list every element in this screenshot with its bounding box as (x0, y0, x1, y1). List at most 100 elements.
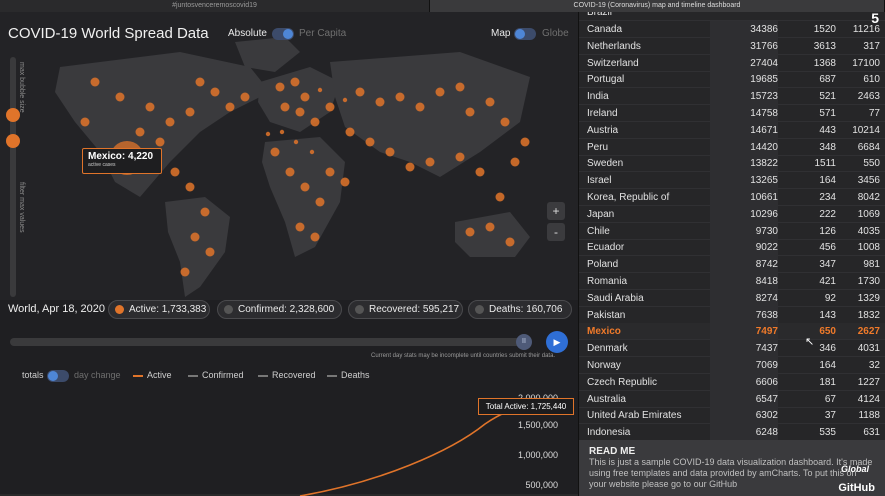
country-bubble[interactable] (293, 139, 299, 145)
country-bubble[interactable] (375, 97, 385, 107)
country-bubble[interactable] (365, 137, 375, 147)
country-bubble[interactable] (342, 97, 348, 103)
bubble-filter-slider[interactable] (10, 57, 16, 297)
table-row[interactable]: Peru 14420 348 6684 (579, 138, 885, 156)
filter-max-handle[interactable] (6, 134, 20, 148)
table-row[interactable]: Netherlands 31766 3613 317 (579, 37, 885, 55)
table-row[interactable]: Canada 34386 1520 11216 (579, 21, 885, 38)
country-bubble[interactable] (485, 97, 495, 107)
country-bubble[interactable] (495, 192, 505, 202)
country-bubble[interactable] (195, 77, 205, 87)
country-bubble[interactable] (200, 207, 210, 217)
totals-day-change-toggle[interactable] (47, 370, 69, 382)
country-bubble[interactable] (225, 102, 235, 112)
country-bubble[interactable] (165, 117, 175, 127)
country-bubble[interactable] (355, 87, 365, 97)
world-map[interactable] (0, 12, 578, 300)
country-bubble[interactable] (455, 152, 465, 162)
map-globe-toggle[interactable] (514, 28, 536, 40)
table-row[interactable]: Romania 8418 421 1730 (579, 273, 885, 290)
country-bubble[interactable] (205, 247, 215, 257)
table-row[interactable]: Austria 14671 443 10214 (579, 121, 885, 139)
country-bubble[interactable] (265, 131, 271, 137)
table-row[interactable]: Portugal 19685 687 610 (579, 71, 885, 89)
table-row[interactable]: Pakistan 7638 143 1832 (579, 306, 885, 324)
country-bubble[interactable] (485, 222, 495, 232)
table-row[interactable]: Switzerland 27404 1368 17100 (579, 54, 885, 72)
country-bubble[interactable] (500, 117, 510, 127)
country-bubble[interactable] (315, 197, 325, 207)
country-bubble[interactable] (325, 167, 335, 177)
table-row[interactable]: Sweden 13822 1511 550 (579, 155, 885, 173)
country-bubble[interactable] (310, 232, 320, 242)
country-bubble[interactable] (270, 147, 280, 157)
country-bubble[interactable] (190, 232, 200, 242)
country-bubble[interactable] (180, 267, 190, 277)
country-bubble[interactable] (465, 107, 475, 117)
country-bubble[interactable] (405, 162, 415, 172)
bubble-layer[interactable] (80, 77, 530, 277)
table-row[interactable]: Ecuador 9022 456 1008 (579, 239, 885, 257)
table-row[interactable]: Indonesia 6248 535 631 (579, 424, 885, 442)
table-row[interactable]: Saudi Arabia 8274 92 1329 (579, 289, 885, 307)
table-row[interactable]: India 15723 521 2463 (579, 88, 885, 106)
country-bubble[interactable] (309, 149, 315, 155)
country-bubble[interactable] (240, 92, 250, 102)
recovered-pill[interactable]: Recovered: 595,217 (348, 300, 463, 319)
table-row[interactable]: Australia 6547 67 4124 (579, 390, 885, 408)
absolute-per-capita-toggle[interactable] (272, 28, 294, 40)
browser-tab-dashboard[interactable]: COVID-19 (Coronavirus) map and timeline … (430, 0, 885, 12)
country-bubble[interactable] (300, 182, 310, 192)
country-bubble[interactable] (455, 82, 465, 92)
table-row[interactable]: Japan 10296 222 1069 (579, 205, 885, 223)
country-bubble[interactable] (435, 87, 445, 97)
country-bubble[interactable] (505, 237, 515, 247)
country-bubble[interactable] (280, 102, 290, 112)
table-row[interactable]: Norway 7069 164 32 (579, 357, 885, 374)
country-bubble[interactable] (425, 157, 435, 167)
play-button[interactable]: ▶ (546, 331, 568, 353)
country-bubble[interactable] (345, 127, 355, 137)
country-bubble[interactable] (210, 87, 220, 97)
country-bubble[interactable] (275, 82, 285, 92)
country-bubble[interactable] (510, 157, 520, 167)
table-row[interactable]: Mexico 7497 650 2627 (579, 323, 885, 341)
country-bubble[interactable] (520, 137, 530, 147)
bubble-size-handle[interactable] (6, 108, 20, 122)
country-bubble[interactable] (310, 117, 320, 127)
browser-tab-hashtag[interactable]: #juntosvenceremoscovid19 (0, 0, 430, 12)
country-bubble[interactable] (475, 167, 485, 177)
legend-confirmed[interactable]: Confirmed (202, 370, 244, 380)
table-row[interactable]: Korea, Republic of 10661 234 8042 (579, 189, 885, 206)
country-bubble[interactable] (170, 167, 180, 177)
table-row[interactable]: Denmark 7437 346 4031 (579, 340, 885, 358)
country-bubble[interactable] (90, 77, 100, 87)
timeline-slider[interactable] (10, 338, 526, 346)
country-bubble[interactable] (135, 127, 145, 137)
country-bubble[interactable] (295, 222, 305, 232)
pause-icon[interactable]: II (516, 334, 532, 350)
country-bubble[interactable] (295, 107, 305, 117)
country-bubble[interactable] (395, 92, 405, 102)
table-row[interactable]: Poland 8742 347 981 (579, 256, 885, 274)
active-pill[interactable]: Active: 1,733,383 (108, 300, 210, 319)
table-row-partial[interactable]: Brazil (579, 12, 885, 21)
country-bubble[interactable] (300, 92, 310, 102)
country-bubble[interactable] (185, 182, 195, 192)
deaths-pill[interactable]: Deaths: 160,706 (468, 300, 572, 319)
country-bubble[interactable] (340, 177, 350, 187)
table-row[interactable]: Czech Republic 6606 181 1227 (579, 373, 885, 391)
country-bubble[interactable] (155, 137, 165, 147)
country-bubble[interactable] (290, 77, 300, 87)
country-bubble[interactable] (465, 227, 475, 237)
country-bubble[interactable] (415, 102, 425, 112)
confirmed-pill[interactable]: Confirmed: 2,328,600 (217, 300, 342, 319)
country-bubble[interactable] (279, 129, 285, 135)
country-bubble[interactable] (285, 167, 295, 177)
zoom-in-button[interactable]: + (547, 202, 565, 220)
table-row[interactable]: Chile 9730 126 4035 (579, 222, 885, 240)
country-bubble[interactable] (115, 92, 125, 102)
country-bubble[interactable] (385, 147, 395, 157)
country-table-panel[interactable]: Brazil Canada 34386 1520 11216 Netherlands 31… (578, 12, 885, 496)
legend-active[interactable]: Active (147, 370, 172, 380)
